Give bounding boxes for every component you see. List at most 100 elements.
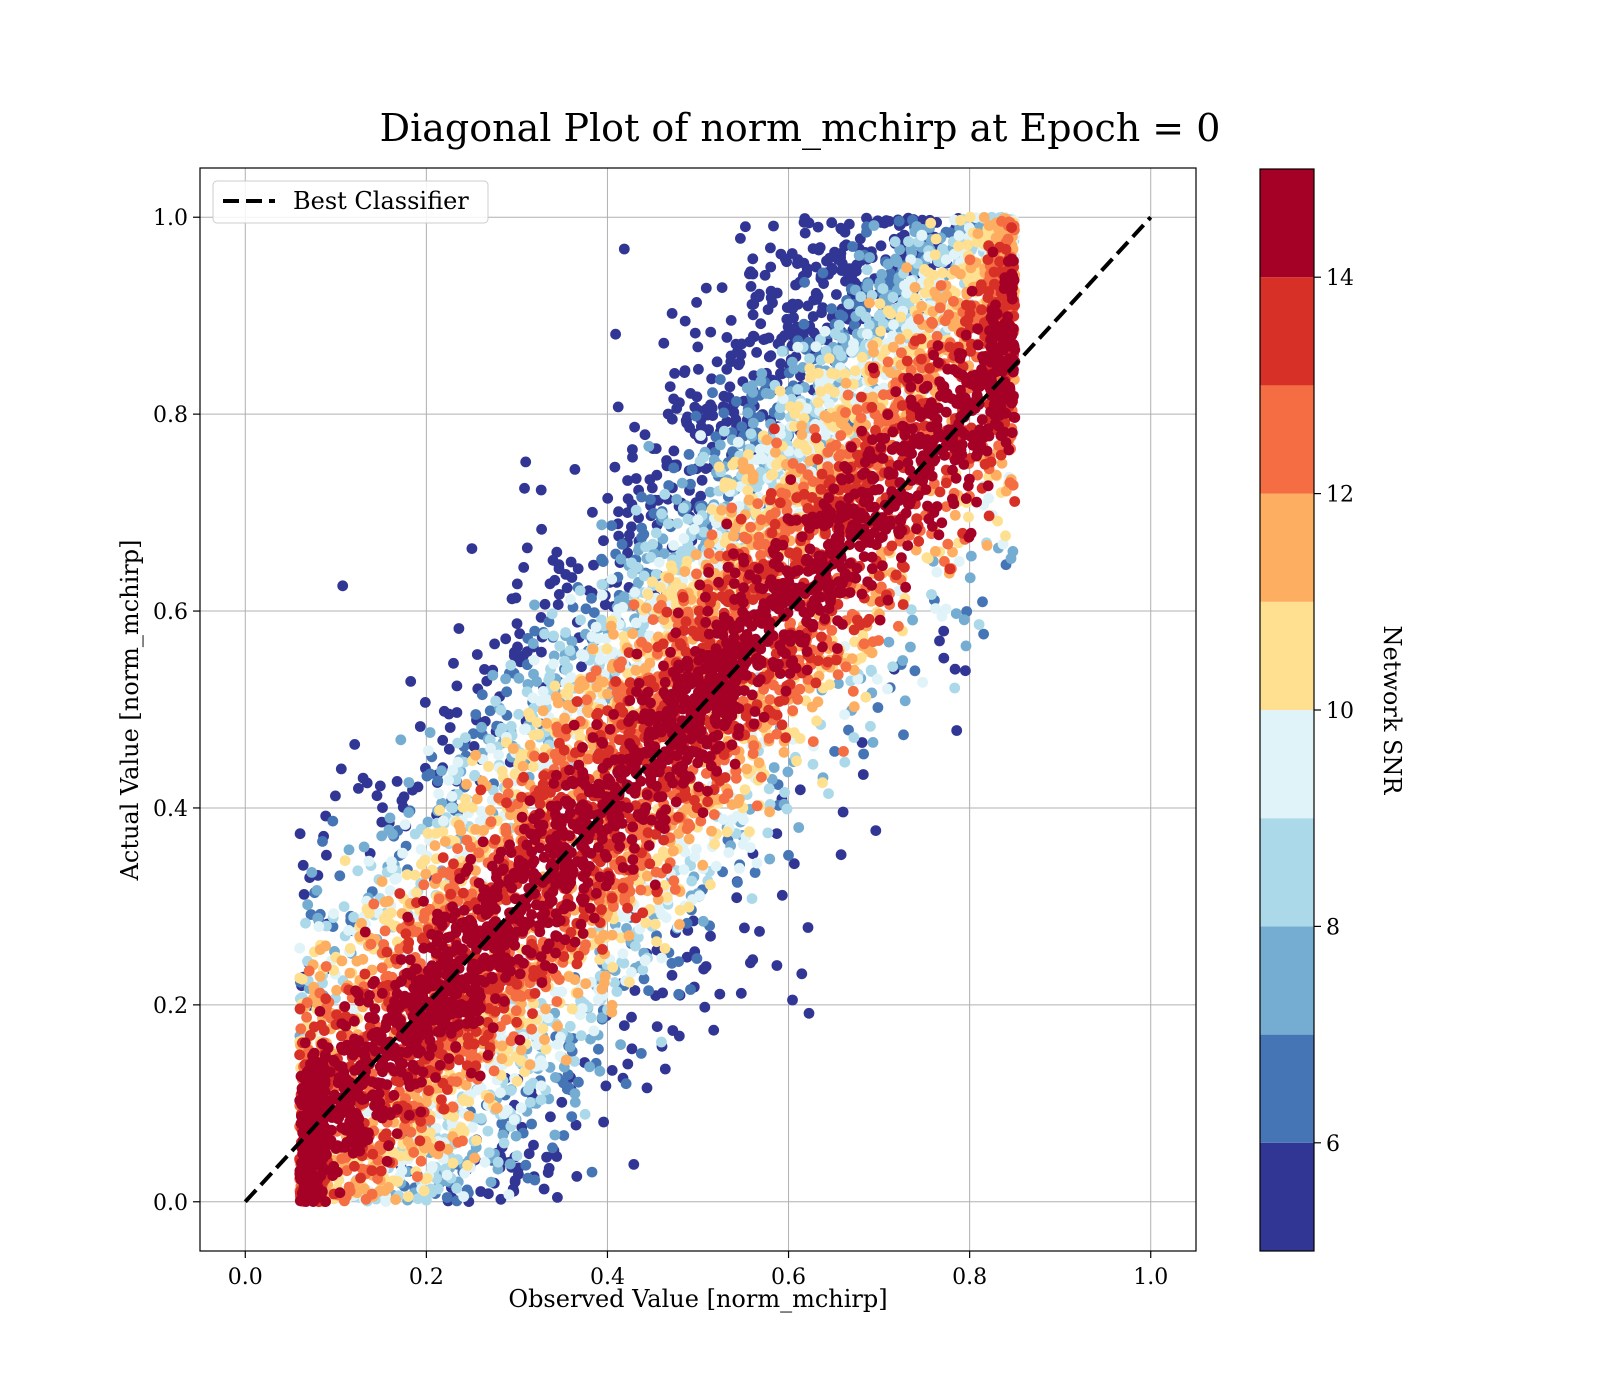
scatter-point (439, 836, 451, 847)
scatter-point (667, 1025, 679, 1036)
scatter-point (929, 249, 941, 261)
scatter-point (629, 587, 641, 598)
scatter-point (390, 1194, 401, 1205)
scatter-point (762, 304, 774, 315)
scatter-point (330, 790, 341, 802)
scatter-point (622, 1058, 634, 1070)
scatter-point (686, 875, 698, 887)
scatter-point (443, 708, 455, 720)
scatter-point (807, 758, 819, 770)
scatter-point (826, 303, 837, 315)
scatter-point (802, 922, 814, 933)
scatter-point (683, 449, 695, 460)
scatter-point (519, 482, 530, 494)
scatter-point (574, 585, 586, 596)
scatter-point (337, 580, 349, 592)
scatter-point (301, 1011, 312, 1023)
scatter-point (768, 762, 780, 773)
scatter-point (524, 739, 536, 751)
scatter-point (751, 857, 763, 869)
scatter-point (543, 1162, 555, 1174)
scatter-point (606, 1065, 618, 1076)
scatter-point (651, 936, 662, 948)
scatter-point (511, 1075, 523, 1087)
scatter-point (297, 859, 309, 871)
scatter-point (615, 553, 627, 565)
scatter-point (606, 520, 618, 531)
scatter-point (639, 954, 651, 966)
scatter-point (492, 1156, 504, 1168)
scatter-point (823, 383, 834, 394)
scatter-point (799, 276, 810, 288)
scatter-point (565, 556, 577, 568)
scatter-point (679, 367, 690, 378)
scatter-point (755, 375, 767, 387)
scatter-point (755, 443, 766, 455)
scatter-point (549, 680, 561, 692)
scatter-point (626, 521, 637, 533)
scatter-point (923, 277, 935, 289)
scatter-point (508, 743, 519, 754)
scatter-point (458, 1191, 469, 1202)
scatter-point (613, 530, 625, 542)
scatter-point (721, 826, 733, 838)
scatter-point (441, 1169, 453, 1181)
scatter-point (560, 569, 572, 580)
scatter-point (609, 461, 621, 473)
scatter-point (549, 1129, 561, 1141)
scatter-point (479, 1156, 491, 1168)
scatter-point (540, 1043, 552, 1055)
scatter-point (598, 1116, 609, 1128)
scatter-point (572, 563, 584, 575)
scatter-point (826, 217, 838, 229)
scatter-point (837, 311, 849, 322)
scatter-point (586, 1166, 598, 1178)
scatter-point (596, 589, 608, 601)
scatter-point (643, 440, 655, 452)
scatter-point (432, 775, 444, 787)
scatter-point (761, 434, 773, 446)
scatter-point (669, 368, 680, 379)
scatter-point (666, 413, 678, 425)
scatter-point (555, 1031, 566, 1043)
scatter-point (916, 230, 928, 241)
scatter-point (594, 1065, 606, 1077)
scatter-point (788, 363, 800, 375)
scatter-point (694, 890, 705, 902)
scatter-point (858, 748, 869, 760)
scatter-point (597, 676, 609, 688)
scatter-point (848, 701, 860, 713)
scatter-point (600, 1080, 612, 1092)
scatter-point (831, 289, 842, 300)
scatter-point (546, 608, 558, 620)
scatter-point (674, 904, 686, 916)
scatter-point (596, 579, 608, 590)
scatter-point (711, 356, 723, 368)
scatter-point (889, 236, 901, 248)
scatter-point (823, 353, 835, 364)
scatter-point (606, 929, 618, 941)
scatter-point (713, 461, 725, 473)
scatter-point (629, 985, 641, 996)
scatter-point (764, 853, 776, 865)
scatter-point (470, 824, 481, 835)
scatter-point (352, 865, 364, 877)
scatter-point (520, 1159, 532, 1171)
scatter-point (835, 430, 847, 441)
scatter-point (663, 572, 675, 584)
scatter-point (679, 315, 691, 327)
scatter-point (865, 664, 877, 676)
scatter-point (792, 258, 803, 269)
scatter-point (500, 673, 511, 685)
scatter-point (651, 469, 663, 481)
scatter-point (353, 783, 364, 794)
scatter-point (395, 734, 407, 746)
scatter-point (747, 417, 759, 429)
scatter-point (559, 712, 570, 724)
scatter-point (735, 233, 746, 244)
scatter-point (438, 815, 449, 827)
scatter-point (709, 838, 720, 850)
scatter-point (615, 1039, 626, 1050)
scatter-point (757, 453, 769, 465)
scatter-point (588, 559, 599, 571)
